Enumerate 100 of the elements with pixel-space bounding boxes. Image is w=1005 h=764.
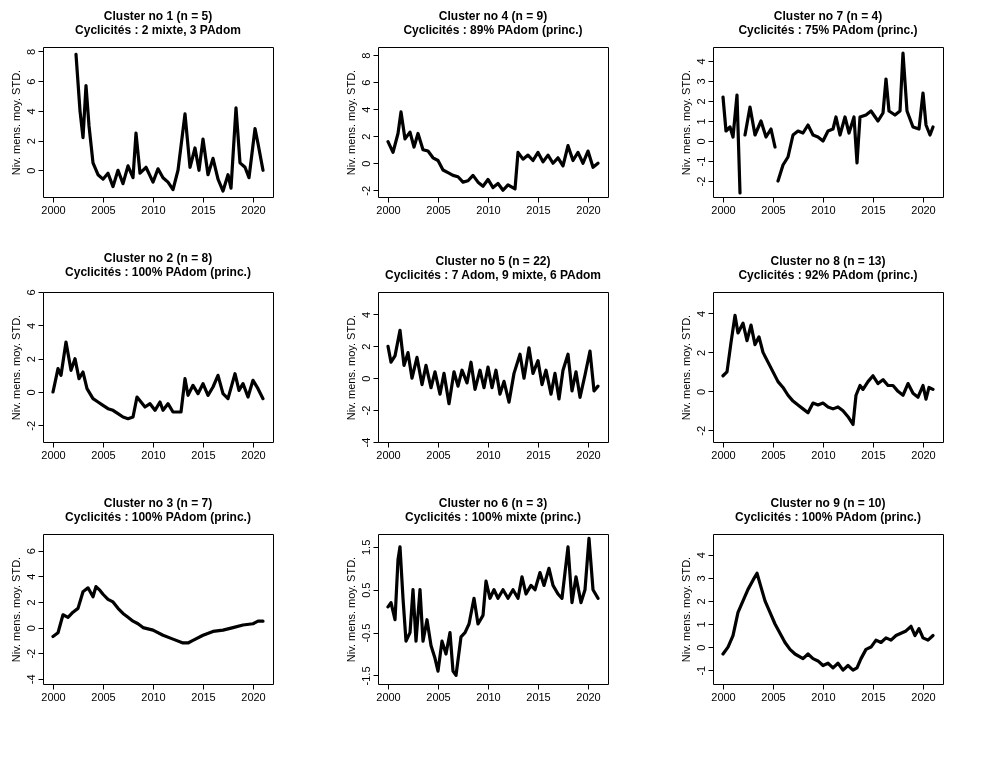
chart-subtitle: Cyclicités : 100% mixte (princ.) xyxy=(404,510,582,524)
y-axis-title: Niv. mens. moy. STD. xyxy=(679,314,692,421)
x-tick-label: 2000 xyxy=(41,448,66,461)
x-tick-label: 2000 xyxy=(41,203,66,216)
y-tick-label: 4 xyxy=(24,108,37,115)
line-series xyxy=(386,536,600,678)
y-tick-label: -2 xyxy=(24,648,37,659)
y-tick-label: -2 xyxy=(24,420,37,431)
y-tick-label: 3 xyxy=(694,575,707,582)
y-tick-label: 0 xyxy=(694,388,707,395)
y-tick-label: 0 xyxy=(694,644,707,651)
x-tick-label: 2015 xyxy=(191,203,216,216)
y-tick-label: -2 xyxy=(359,185,372,196)
y-tick-label: 0 xyxy=(359,375,372,382)
chart-title: Cluster no 8 (n = 13) xyxy=(770,254,886,268)
y-tick-label: -4 xyxy=(359,437,372,448)
y-axis-title: Niv. mens. moy. STD. xyxy=(679,69,692,176)
y-tick-label: 6 xyxy=(359,79,372,86)
x-tick-label: 2005 xyxy=(761,690,786,703)
y-tick-label: 6 xyxy=(24,78,37,85)
x-tick-label: 2005 xyxy=(761,203,786,216)
y-tick-label: 2 xyxy=(694,98,707,105)
chart-subtitle: Cyclicités : 92% PAdom (princ.) xyxy=(738,268,918,282)
x-tick-label: 2005 xyxy=(426,448,451,461)
line-series xyxy=(721,313,935,427)
y-tick-label: 2 xyxy=(24,138,37,145)
y-tick-label: 0 xyxy=(24,167,37,174)
chart-title: Cluster no 2 (n = 8) xyxy=(103,250,213,265)
y-tick-label: 4 xyxy=(694,310,707,317)
y-tick-label: -1 xyxy=(694,665,707,676)
x-tick-label: 2020 xyxy=(576,690,601,703)
x-tick-label: 2020 xyxy=(241,203,266,216)
chart-subtitle: Cyclicités : 7 Adom, 9 mixte, 6 PAdom xyxy=(384,268,602,282)
chart-subtitle: Cyclicités : 75% PAdom (princ.) xyxy=(738,23,918,37)
y-tick-label: 2 xyxy=(24,356,37,363)
y-tick-label: 4 xyxy=(24,573,37,580)
y-tick-label: 4 xyxy=(359,311,372,318)
y-tick-label: 0 xyxy=(24,389,37,396)
chart-title: Cluster no 1 (n = 5) xyxy=(103,9,213,23)
x-tick-label: 2015 xyxy=(861,690,886,703)
y-tick-label: 2 xyxy=(359,133,372,140)
x-tick-label: 2000 xyxy=(711,690,736,703)
x-tick-label: 2010 xyxy=(141,690,166,703)
x-tick-label: 2010 xyxy=(811,690,836,703)
y-tick-label: 1.5 xyxy=(359,539,372,556)
y-tick-label: 0.5 xyxy=(359,582,372,598)
line-series xyxy=(386,110,600,192)
y-tick-label: 4 xyxy=(694,552,707,559)
x-tick-label: 2005 xyxy=(426,690,451,703)
x-tick-label: 2020 xyxy=(911,448,936,461)
y-tick-label: 2 xyxy=(359,343,372,350)
x-tick-label: 2000 xyxy=(376,203,401,216)
x-tick-label: 2005 xyxy=(91,203,116,216)
line-series xyxy=(721,571,935,672)
x-tick-label: 2005 xyxy=(426,203,451,216)
y-tick-label: 3 xyxy=(694,78,707,85)
chart-subtitle: Cyclicités : 100% PAdom (princ.) xyxy=(735,510,921,524)
x-tick-label: 2015 xyxy=(526,448,551,461)
y-tick-label: 2 xyxy=(24,599,37,606)
x-tick-label: 2000 xyxy=(41,690,66,703)
y-axis-title: Niv. mens. moy. STD. xyxy=(344,69,357,176)
x-tick-label: 2000 xyxy=(376,448,401,461)
chart-subtitle: Cyclicités : 100% PAdom (princ.) xyxy=(65,510,251,524)
x-tick-label: 2005 xyxy=(761,448,786,461)
x-tick-label: 2020 xyxy=(911,690,936,703)
y-tick-label: 8 xyxy=(24,48,37,56)
y-tick-label: -0.5 xyxy=(359,623,372,643)
y-tick-label: -4 xyxy=(24,674,37,685)
x-tick-label: 2015 xyxy=(526,690,551,703)
y-tick-label: -2 xyxy=(359,405,372,416)
x-tick-label: 2010 xyxy=(141,203,166,216)
chart-subtitle: Cyclicités : 100% PAdom (princ.) xyxy=(65,264,251,279)
y-tick-label: 1 xyxy=(694,621,707,628)
chart-title: Cluster no 9 (n = 10) xyxy=(770,496,886,510)
x-tick-label: 2015 xyxy=(861,203,886,216)
y-axis-title: Niv. mens. moy. STD. xyxy=(9,314,22,421)
chart-subtitle: Cyclicités : 89% PAdom (princ.) xyxy=(403,23,583,37)
x-tick-label: 2010 xyxy=(811,448,836,461)
x-tick-label: 2020 xyxy=(911,203,936,216)
y-tick-label: -2 xyxy=(694,425,707,436)
chart-subtitle: Cyclicités : 2 mixte, 3 PAdom xyxy=(75,23,241,37)
y-tick-label: 1 xyxy=(694,118,707,125)
y-tick-label: 4 xyxy=(359,106,372,113)
chart-title: Cluster no 3 (n = 7) xyxy=(103,496,213,510)
y-tick-label: 0 xyxy=(694,138,707,145)
y-tick-label: 4 xyxy=(694,58,707,65)
y-tick-label: -1 xyxy=(694,156,707,167)
x-tick-label: 2015 xyxy=(191,690,216,703)
x-tick-label: 2015 xyxy=(526,203,551,216)
x-tick-label: 2005 xyxy=(91,448,116,461)
x-tick-label: 2010 xyxy=(141,448,166,461)
y-tick-label: 2 xyxy=(694,349,707,356)
y-tick-label: 0 xyxy=(24,625,37,632)
line-series xyxy=(74,52,265,193)
line-series xyxy=(51,340,265,421)
x-tick-label: 2000 xyxy=(711,448,736,461)
x-tick-label: 2015 xyxy=(861,448,886,461)
x-tick-label: 2010 xyxy=(476,448,501,461)
y-tick-label: -1.5 xyxy=(359,666,372,686)
x-tick-label: 2010 xyxy=(811,203,836,216)
